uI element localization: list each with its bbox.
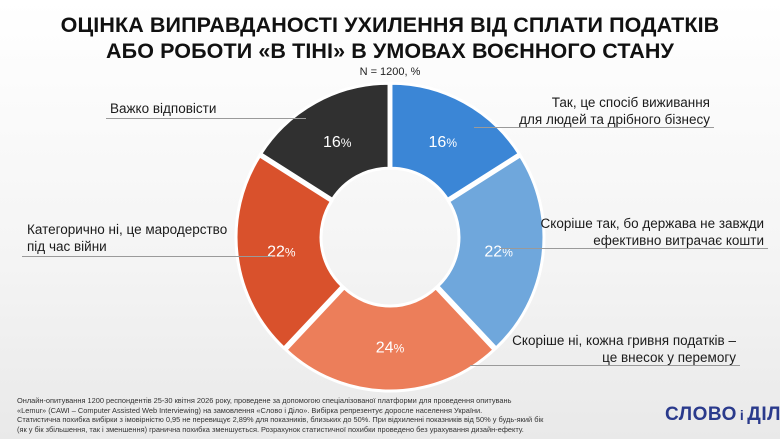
slice-label-3-line-1: Категорично ні, це мародерство <box>27 222 228 237</box>
donut-slice-3 <box>234 153 345 351</box>
logo-word-2: і <box>739 407 745 423</box>
slice-value-label-2: 24% <box>376 340 405 357</box>
logo-word-3: ДІЛО <box>747 404 780 425</box>
slice-label-1-line-2: ефективно витрачає кошти <box>593 233 764 248</box>
slice-label-4-line-1: Важко відповісти <box>110 101 217 116</box>
slice-label-0-line-1: Так, це спосіб виживання <box>551 95 710 110</box>
slice-label-4: Важко відповісти <box>110 100 310 117</box>
donut-slice-4 <box>258 81 391 202</box>
slice-label-0-line-2: для людей та дрібного бізнесу <box>519 112 710 127</box>
slice-value-label-1: 22% <box>484 244 513 261</box>
slice-label-3-rule <box>22 256 272 257</box>
slice-label-0-rule <box>474 127 714 128</box>
slice-label-2-rule <box>470 365 740 366</box>
slice-value-label-4: 16% <box>323 134 352 151</box>
donut-slice-0 <box>389 81 522 202</box>
slice-label-2: Скоріше ні, кожна гривня податків – це в… <box>500 332 736 366</box>
chart-subtitle: N = 1200, % <box>359 66 421 78</box>
donut-slice-1 <box>435 153 546 351</box>
slice-label-1-line-1: Скоріше так, бо держава не завжди <box>540 216 764 231</box>
chart-title: ОЦІНКА ВИПРАВДАНОСТІ УХИЛЕННЯ ВІД СПЛАТИ… <box>0 12 780 64</box>
title-line-2: АБО РОБОТИ «В ТІНІ» В УМОВАХ ВОЄННОГО СТ… <box>106 39 674 63</box>
slice-label-3: Категорично ні, це мародерство під час в… <box>27 221 257 255</box>
slice-label-1-rule <box>500 248 768 249</box>
brand-logo: СЛОВОіДІЛО <box>665 404 780 426</box>
slice-label-2-line-1: Скоріше ні, кожна гривня податків – <box>512 333 736 348</box>
footer-line-2: «Lemur» (CAWI – Computer Assisted Web In… <box>17 405 483 415</box>
slice-label-0: Так, це спосіб виживання для людей та др… <box>480 94 710 128</box>
slice-label-1: Скоріше так, бо держава не завжди ефекти… <box>500 215 764 249</box>
footer-line-3: Статистична похибка вибірки з імовірніст… <box>17 415 544 425</box>
footer-line-4: (як у бік збільшення, так і зменшення) г… <box>17 424 524 434</box>
slice-label-3-line-2: під час війни <box>27 239 107 254</box>
methodology-note: Онлайн-опитування 1200 респондентів 25-3… <box>17 396 577 434</box>
slice-label-4-rule <box>106 118 306 119</box>
slice-value-label-3: 22% <box>267 244 296 261</box>
slice-label-2-line-2: це внесок у перемогу <box>602 350 736 365</box>
title-line-1: ОЦІНКА ВИПРАВДАНОСТІ УХИЛЕННЯ ВІД СПЛАТИ… <box>60 13 720 37</box>
donut-slice-2 <box>283 285 497 393</box>
logo-word-1: СЛОВО <box>665 404 737 425</box>
slice-value-label-0: 16% <box>429 134 458 151</box>
footer-line-1: Онлайн-опитування 1200 респондентів 25-3… <box>17 396 512 405</box>
